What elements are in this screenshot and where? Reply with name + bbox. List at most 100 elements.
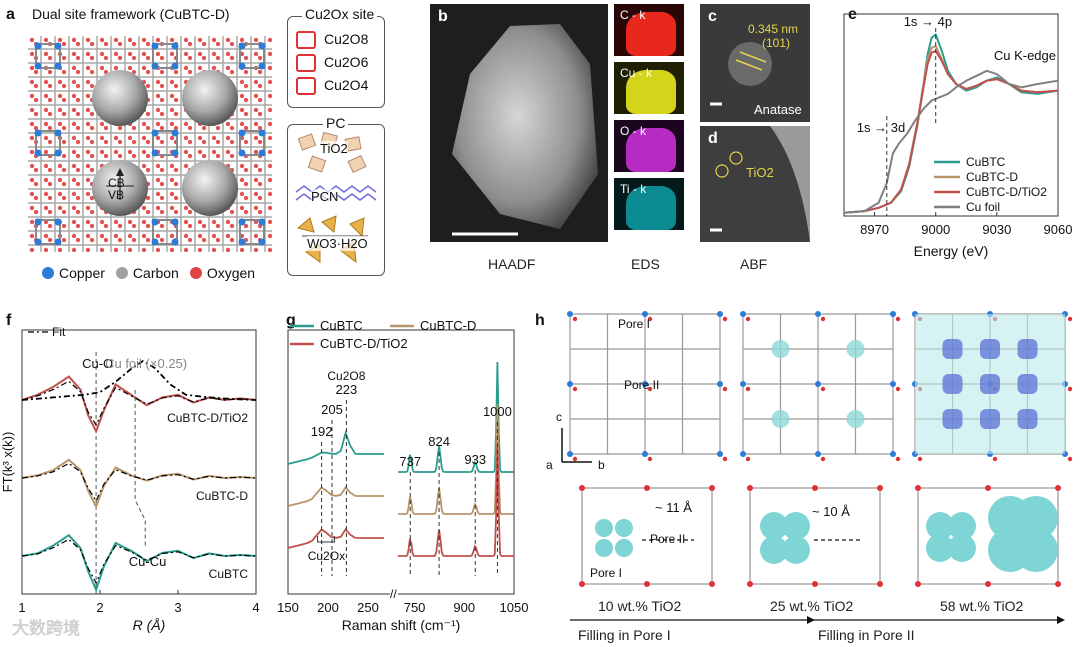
- tio2-dense-filling: [980, 339, 1000, 359]
- tio2-particle: [615, 519, 633, 537]
- cu2ox-label: Cu2Ox: [308, 549, 345, 563]
- peak-label-192: 192: [311, 424, 333, 439]
- fit-line-CuBTC-D: [21, 462, 257, 503]
- chart-f-tick-label: 2: [96, 600, 103, 615]
- tio2-particle-large: [1014, 528, 1058, 572]
- oxygen-atom: [820, 386, 826, 392]
- series-line-Cu foil: [21, 359, 257, 401]
- tio2-dense-filling: [942, 409, 963, 429]
- filling-pore-i: Filling in Pore I: [578, 627, 671, 643]
- copper-atom: [890, 451, 896, 457]
- oxygen-atom: [722, 386, 728, 392]
- anatase-label: Anatase: [754, 102, 802, 117]
- chart-f-tick-label: 4: [252, 600, 259, 615]
- copper-atom: [238, 149, 246, 157]
- raman-high-CuBTC-D/TiO2: [398, 445, 514, 557]
- oxygen-atom: [1067, 386, 1073, 392]
- peak-label-933: 933: [464, 452, 486, 467]
- cu2ox-bracket: [317, 536, 335, 543]
- copper-atom: [740, 311, 746, 317]
- legend-label-CuBTC: CuBTC: [320, 318, 363, 333]
- copper-atom: [238, 42, 246, 50]
- loading-58: 58 wt.% TiO2: [940, 598, 1024, 614]
- framework-node: [35, 130, 61, 156]
- series-line-CuBTC-D/TiO2: [843, 49, 1059, 214]
- axis-b-label: b: [598, 458, 605, 472]
- framework-node: [35, 219, 61, 245]
- tio2-label-d: TiO2: [746, 165, 774, 180]
- copper-atom: [171, 129, 179, 137]
- eds-ti-label: Ti - k: [620, 182, 647, 196]
- axis-break-mark: //: [390, 587, 397, 601]
- pore-ii-label: Pore II: [624, 378, 660, 392]
- copper-atom: [151, 238, 159, 246]
- copper-atom: [717, 311, 723, 317]
- framework-node: [152, 130, 178, 156]
- chart-g-tick-label: 150: [277, 600, 299, 615]
- oxygen-atom: [1055, 485, 1061, 491]
- panel-label-g: g: [286, 312, 296, 329]
- cb-label: CB: [108, 176, 125, 190]
- chart-e-xlabel: Energy (eV): [914, 243, 989, 259]
- copper-atom: [151, 218, 159, 226]
- panel-a-legend: Copper Carbon Oxygen: [42, 265, 255, 281]
- filling-pore-ii: Filling in Pore II: [818, 627, 915, 643]
- copper-atom: [34, 149, 42, 157]
- oxygen-atom: [812, 581, 818, 587]
- copper-atom: [890, 311, 896, 317]
- raman-low-CuBTC-D/TiO2: [287, 528, 384, 549]
- copper-atom: [815, 311, 821, 317]
- series-line-Cu foil: [843, 69, 1059, 214]
- vb-label: VB: [108, 188, 125, 202]
- copper-atom: [151, 42, 159, 50]
- oxygen-atom: [895, 386, 901, 392]
- lattice-plane: (101): [762, 36, 791, 50]
- copper-atom: [171, 42, 179, 50]
- tio2-particle: [615, 539, 633, 557]
- pc-wo3-label: WO3·H2O: [307, 236, 368, 251]
- tio2-particle: [595, 519, 613, 537]
- copper-atom: [815, 451, 821, 457]
- oxygen-dot-icon: [189, 267, 202, 279]
- peak-label-1000: 1000: [483, 404, 512, 419]
- oxygen-atom: [722, 456, 728, 462]
- tio2-particle: [948, 534, 976, 562]
- copper-atom: [151, 149, 159, 157]
- tio2-filling: [846, 410, 865, 428]
- fit-line-CuBTC-D/TiO2: [21, 380, 257, 427]
- carbon-dot-icon: [115, 267, 128, 279]
- tio2-dense-filling: [980, 409, 1000, 429]
- panel-label-a: a: [6, 6, 15, 23]
- pc-tio2-label: TiO2: [320, 141, 348, 156]
- legend-label-CuBTC-D: CuBTC-D: [420, 318, 476, 333]
- copper-atom: [54, 42, 62, 50]
- peak-label-737: 737: [399, 454, 421, 469]
- oxygen-atom: [895, 456, 901, 462]
- eds-c-label: C - k: [620, 8, 646, 22]
- oxygen-atom: [877, 485, 883, 491]
- distance-10-label: ~ 10 Å: [812, 504, 850, 519]
- oxygen-atom: [722, 316, 728, 322]
- copper-atom: [740, 451, 746, 457]
- abf-image: [700, 126, 810, 242]
- peak-label-205: 205: [321, 402, 343, 417]
- tio2-particle: [926, 534, 954, 562]
- tio2-particle: [782, 512, 810, 540]
- loading-25: 25 wt.% TiO2: [770, 598, 854, 614]
- oxygen-atom: [579, 485, 585, 491]
- oxygen-atom: [812, 485, 818, 491]
- copper-atom: [34, 129, 42, 137]
- chart-g-frame: [287, 329, 515, 595]
- loading-10: 10 wt.% TiO2: [598, 598, 682, 614]
- mid-arrow-head: [807, 616, 815, 624]
- tio2-dense-filling: [1017, 374, 1038, 394]
- copper-atom: [567, 381, 573, 387]
- cu2o6-label: Cu2O6: [324, 54, 369, 70]
- copper-atom: [171, 149, 179, 157]
- curve-label-0: CuBTC-D/TiO2: [167, 411, 248, 425]
- axis-a-label: a: [546, 458, 553, 472]
- legend-label-CuBTC-D: CuBTC-D: [966, 170, 1018, 184]
- chart-g-tick-label: 750: [404, 600, 426, 615]
- axis-c-label: c: [556, 410, 562, 424]
- framework-node: [152, 43, 178, 69]
